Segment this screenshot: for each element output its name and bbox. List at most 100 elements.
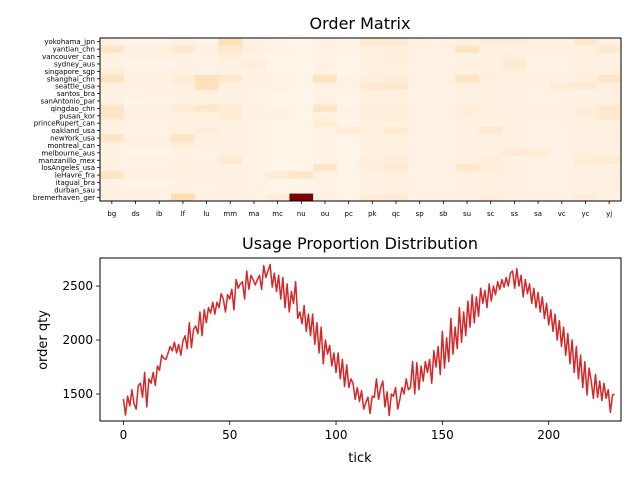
heatmap-cell <box>336 89 361 98</box>
heatmap-cell <box>123 156 148 165</box>
heatmap-column-label: yj <box>606 210 612 218</box>
heatmap-cell <box>147 104 172 113</box>
heatmap-column-label: ds <box>131 210 139 218</box>
heatmap-cell <box>147 141 172 150</box>
heatmap-cell <box>526 82 551 91</box>
heatmap-row-label: montreal_can <box>47 142 95 150</box>
heatmap-cell <box>171 193 196 202</box>
heatmap-cell <box>549 178 575 187</box>
heatmap-cell <box>526 60 551 69</box>
heatmap-cell <box>242 89 267 98</box>
heatmap-column-label: pk <box>368 210 377 218</box>
heatmap-cell <box>502 156 527 165</box>
heatmap-cell <box>597 134 622 143</box>
heatmap-cell <box>218 149 243 157</box>
heatmap-cell <box>597 82 622 91</box>
heatmap-cell <box>360 60 385 69</box>
heatmap-cell <box>100 104 125 113</box>
heatmap-cell <box>218 141 243 150</box>
heatmap-cell <box>100 60 125 69</box>
heatmap-cell <box>597 171 622 180</box>
heatmap-cell <box>597 89 622 98</box>
heatmap-cell <box>147 67 172 76</box>
heatmap-cell <box>431 186 456 194</box>
heatmap-cell <box>573 171 598 180</box>
heatmap-cell <box>502 97 527 106</box>
heatmap-cell <box>549 119 575 128</box>
heatmap-cell <box>218 171 243 180</box>
heatmap-cell <box>526 89 551 98</box>
heatmap-cell <box>502 126 527 135</box>
heatmap-cell <box>123 112 148 120</box>
heatmap-cell <box>171 67 196 76</box>
heatmap-cell <box>194 45 219 54</box>
heatmap-cell <box>171 134 196 143</box>
heatmap-cell <box>478 156 503 165</box>
line-series <box>122 263 615 417</box>
heatmap-cell <box>573 156 598 165</box>
heatmap-cell <box>336 75 361 83</box>
heatmap-cell <box>123 82 148 91</box>
heatmap-cell <box>526 156 551 165</box>
heatmap-cell <box>123 89 148 98</box>
heatmap-cell <box>289 60 314 69</box>
heatmap-cell <box>171 97 196 106</box>
heatmap-cell <box>265 89 290 98</box>
heatmap-cell <box>242 112 267 120</box>
heatmap-cell <box>100 97 125 106</box>
heatmap-cell <box>289 193 314 202</box>
heatmap-cell <box>336 82 361 91</box>
heatmap-row-label: seattle_usa <box>55 83 95 91</box>
heatmap-cell <box>549 45 575 54</box>
heatmap-cell <box>265 38 290 46</box>
heatmap-row-label: melbourne_aus <box>41 149 95 157</box>
heatmap-cells <box>100 38 622 202</box>
heatmap-cell <box>526 104 551 113</box>
heatmap-cell <box>147 45 172 54</box>
heatmap-cell <box>573 38 598 46</box>
heatmap-cell <box>336 119 361 128</box>
heatmap-cell <box>455 45 480 54</box>
heatmap-cell <box>431 89 456 98</box>
heatmap-cell <box>384 171 409 180</box>
heatmap-cell <box>171 104 196 113</box>
heatmap-cell <box>384 97 409 106</box>
heatmap-cell <box>100 134 125 143</box>
heatmap-cell <box>313 52 338 61</box>
heatmap-cell <box>336 186 361 194</box>
heatmap-cell <box>171 75 196 83</box>
heatmap-cell <box>242 75 267 83</box>
heatmap-cell <box>549 67 575 76</box>
heatmap-cell <box>194 75 219 83</box>
heatmap-cell <box>597 97 622 106</box>
heatmap-cell <box>384 52 409 61</box>
heatmap-cell <box>360 82 385 91</box>
heatmap-row-label: vancouver_can <box>42 53 95 61</box>
heatmap-cell <box>100 141 125 150</box>
heatmap-cell <box>455 141 480 150</box>
heatmap-cell <box>313 186 338 194</box>
heatmap-cell <box>194 134 219 143</box>
heatmap-cell <box>573 178 598 187</box>
heatmap-row-label: newYork_usa <box>50 135 95 143</box>
heatmap-cell <box>194 67 219 76</box>
heatmap-cell <box>502 119 527 128</box>
heatmap-cell <box>502 134 527 143</box>
heatmap-cell <box>502 186 527 194</box>
heatmap-cell <box>549 134 575 143</box>
heatmap-cell <box>502 89 527 98</box>
heatmap-cell <box>407 67 432 76</box>
heatmap-cell <box>526 45 551 54</box>
heatmap-cell <box>265 134 290 143</box>
heatmap-cell <box>455 126 480 135</box>
heatmap-cell <box>171 82 196 91</box>
heatmap-cell <box>313 60 338 69</box>
heatmap-cell <box>289 89 314 98</box>
heatmap-cell <box>147 82 172 91</box>
heatmap-cell <box>194 141 219 150</box>
heatmap-cell <box>407 52 432 61</box>
heatmap-cell <box>289 97 314 106</box>
heatmap-cell <box>384 82 409 91</box>
y-tick-label: 1500 <box>62 387 93 401</box>
heatmap-cell <box>502 112 527 120</box>
